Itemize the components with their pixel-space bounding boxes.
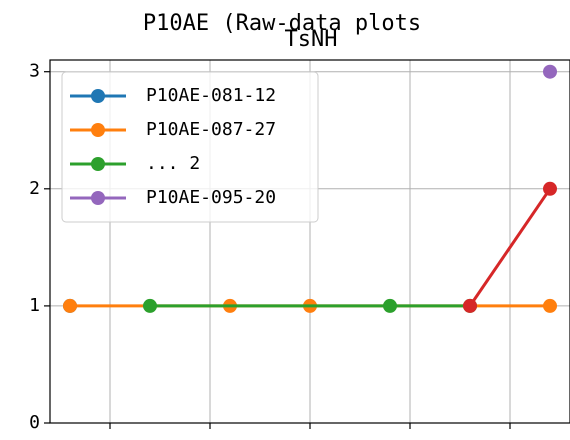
point <box>543 298 557 313</box>
legend-label: P10AE-081-12 <box>146 85 276 106</box>
suptitle: P10AE (Raw-data plots <box>143 11 421 36</box>
legend-frame <box>61 71 319 223</box>
legend-marker <box>91 191 105 205</box>
plot-frame <box>49 59 570 424</box>
y-tick-label: 0 <box>29 412 40 433</box>
y-tick-label: 1 <box>29 295 40 316</box>
y-tick-label: 2 <box>29 178 40 199</box>
point <box>383 298 397 313</box>
point <box>143 298 157 313</box>
y-tick-label: 3 <box>29 61 40 82</box>
legend-label: P10AE-095-20 <box>146 187 276 208</box>
legend-marker <box>91 89 105 103</box>
legend-marker <box>91 123 105 137</box>
legend-label: ... 2 <box>146 153 200 174</box>
series-line <box>468 187 552 307</box>
legend-marker <box>91 157 105 171</box>
point <box>543 64 557 79</box>
point <box>543 181 557 196</box>
point <box>463 298 477 313</box>
legend: P10AE-081-12 P10AE-087-27 ... 2 P10AE-095-2… <box>61 71 319 223</box>
legend-label: P10AE-087-27 <box>146 119 276 140</box>
point <box>63 298 77 313</box>
chart-title: TsNH <box>285 27 338 52</box>
